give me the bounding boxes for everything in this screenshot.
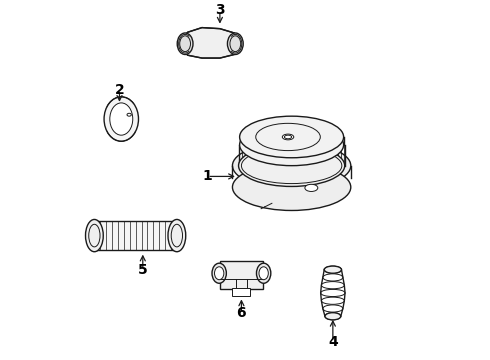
Ellipse shape <box>320 289 345 297</box>
Ellipse shape <box>323 274 343 281</box>
Ellipse shape <box>86 220 103 252</box>
Text: 1: 1 <box>202 170 212 183</box>
Bar <box>232 288 250 296</box>
Ellipse shape <box>305 184 318 192</box>
Ellipse shape <box>177 33 193 54</box>
Ellipse shape <box>325 313 341 320</box>
Ellipse shape <box>168 220 186 252</box>
FancyBboxPatch shape <box>220 261 263 289</box>
Polygon shape <box>184 28 236 58</box>
Ellipse shape <box>240 124 343 166</box>
Bar <box>95 221 177 250</box>
Ellipse shape <box>240 116 343 158</box>
Ellipse shape <box>256 263 271 283</box>
Ellipse shape <box>232 164 351 211</box>
Ellipse shape <box>324 266 342 273</box>
Ellipse shape <box>227 33 243 54</box>
Text: 2: 2 <box>115 83 124 96</box>
Ellipse shape <box>325 313 341 320</box>
Ellipse shape <box>110 103 133 135</box>
Ellipse shape <box>321 282 344 289</box>
Text: 3: 3 <box>215 3 225 17</box>
Ellipse shape <box>232 142 351 189</box>
Text: 6: 6 <box>237 306 246 320</box>
Ellipse shape <box>239 145 344 186</box>
Ellipse shape <box>323 305 343 312</box>
Ellipse shape <box>104 97 139 141</box>
Ellipse shape <box>321 297 344 304</box>
Ellipse shape <box>282 134 294 140</box>
Text: 5: 5 <box>138 264 147 277</box>
Ellipse shape <box>324 266 342 273</box>
Ellipse shape <box>215 267 224 280</box>
Ellipse shape <box>259 267 269 280</box>
Text: 4: 4 <box>328 335 338 349</box>
Ellipse shape <box>212 263 226 283</box>
